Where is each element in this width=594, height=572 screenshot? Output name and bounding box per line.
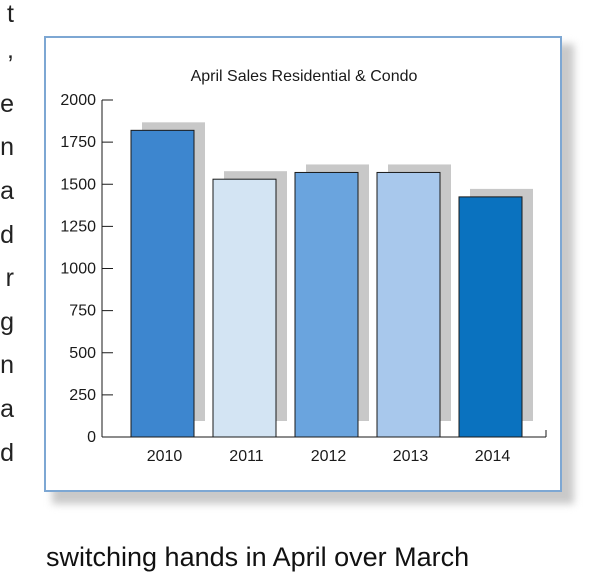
y-axis: 0 250 500 750 1000 1250 1500 1750 2000 xyxy=(60,92,113,446)
bar-2013 xyxy=(376,171,441,438)
body-text-line: switching hands in April over March xyxy=(46,542,470,572)
x-axis: 2010 2011 2012 2013 2014 xyxy=(102,430,547,465)
side-text-fragment: n xyxy=(0,351,14,379)
side-text-fragment: d xyxy=(0,221,14,249)
bar-2010 xyxy=(130,129,195,438)
bar-2011 xyxy=(212,178,277,438)
side-text-fragment: e xyxy=(0,90,14,118)
y-tick-label: 1750 xyxy=(60,134,96,151)
side-text-fragment: n xyxy=(0,133,14,161)
side-text-fragment: d xyxy=(0,439,14,467)
x-tick-label: 2014 xyxy=(475,448,511,465)
y-tick-label: 1000 xyxy=(60,261,96,278)
bar-2012 xyxy=(294,171,359,438)
bars xyxy=(130,129,523,438)
x-tick-label: 2010 xyxy=(147,448,183,465)
y-tick-label: 500 xyxy=(69,345,96,362)
x-tick-label: 2011 xyxy=(229,448,264,465)
x-tick-label: 2013 xyxy=(393,448,429,465)
side-text-fragment: , xyxy=(7,36,14,64)
bar-2014 xyxy=(458,196,523,438)
y-tick-label: 1250 xyxy=(60,218,96,235)
x-tick-label: 2012 xyxy=(311,448,347,465)
y-tick-label: 2000 xyxy=(60,92,96,109)
chart-title: April Sales Residential & Condo xyxy=(191,68,418,85)
y-tick-label: 250 xyxy=(69,387,96,404)
y-tick-label: 0 xyxy=(87,429,96,446)
side-text-fragment: r xyxy=(5,264,14,292)
y-tick-label: 750 xyxy=(69,303,96,320)
side-text-fragment: a xyxy=(0,177,14,205)
side-text-fragment: g xyxy=(0,308,14,336)
y-tick-label: 1500 xyxy=(60,176,96,193)
side-text-fragment: a xyxy=(0,395,14,423)
side-text-fragment: t xyxy=(7,0,14,28)
